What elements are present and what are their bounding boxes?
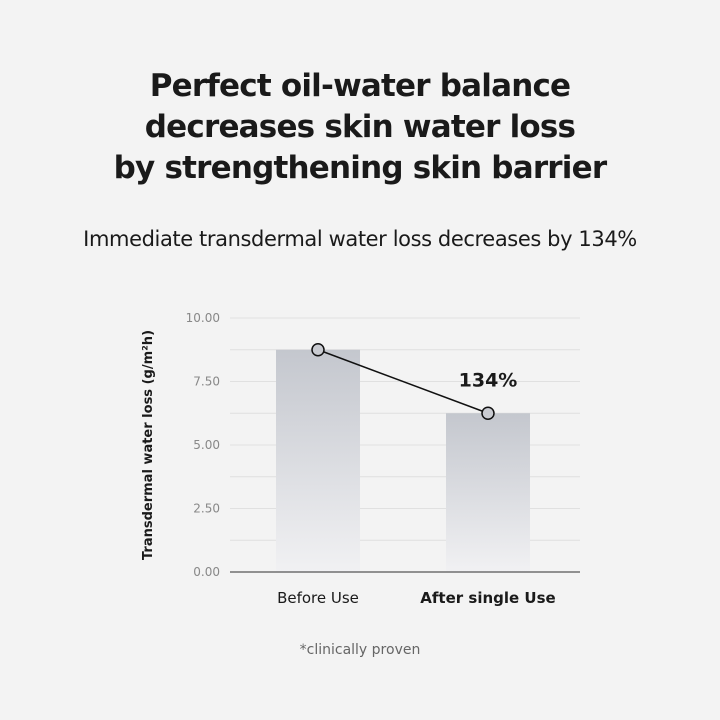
headline-line-2: decreases skin water loss	[144, 109, 576, 145]
clinical-note: *clinically proven	[299, 642, 421, 658]
bar-chart: 0.00 2.50 5.00 7.50 10.00 Before Use After sin…	[141, 311, 580, 607]
x-tick-label: After single Use	[420, 589, 555, 607]
connector	[311, 343, 495, 420]
headline: Perfect oil-water balance decreases skin…	[0, 66, 720, 189]
connector-line	[317, 349, 489, 414]
y-tick-label: 2.50	[193, 502, 220, 516]
reduction-annotation: 134%	[459, 369, 518, 391]
headline-line-1: Perfect oil-water balance	[149, 68, 571, 104]
y-tick-label: 7.50	[193, 375, 220, 389]
headline-line-3: by strengthening skin barrier	[113, 150, 607, 186]
x-tick-label: Before Use	[277, 589, 359, 607]
y-axis-label: Transdermal water loss (g/m²h)	[141, 330, 156, 560]
bar-before-use	[276, 349, 360, 572]
bar-after-single-use	[446, 413, 530, 572]
y-tick-label: 10.00	[186, 311, 220, 325]
data-point-marker	[481, 406, 495, 420]
axes: 0.00 2.50 5.00 7.50 10.00 Before Use After sin…	[186, 311, 580, 607]
y-tick-label: 0.00	[193, 565, 220, 579]
subtitle: Immediate transdermal water loss decreas…	[83, 227, 637, 251]
bars	[276, 349, 530, 572]
y-tick-label: 5.00	[193, 438, 220, 452]
data-point-marker	[311, 343, 325, 357]
